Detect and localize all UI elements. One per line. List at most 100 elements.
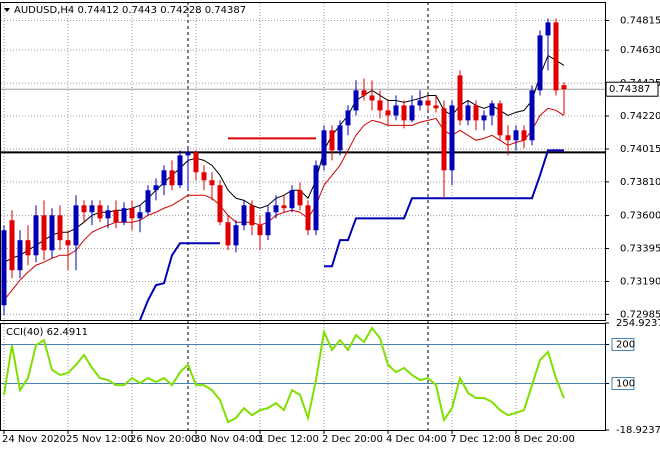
candle-body xyxy=(345,110,351,126)
candle-body xyxy=(289,190,295,209)
y-tick-label: 0.73190 xyxy=(620,276,660,287)
candle-body xyxy=(481,115,487,121)
x-tick-label: 25 Nov 12:00 xyxy=(66,434,133,445)
candle-body xyxy=(425,100,431,106)
low-value: 0.74228 xyxy=(160,5,201,16)
candle-body xyxy=(473,105,479,121)
candle-body xyxy=(233,225,239,246)
candle-body xyxy=(321,130,327,166)
candle-body xyxy=(377,100,383,111)
open-value: 0.74412 xyxy=(77,5,118,16)
x-tick-label: 7 Dec 12:00 xyxy=(450,434,511,445)
candle-body xyxy=(401,105,407,121)
cci-header: CCI(40) 62.4911 xyxy=(6,327,88,338)
x-tick-label: 1 Dec 12:00 xyxy=(258,434,319,445)
candle-body xyxy=(313,165,319,231)
candle-body xyxy=(265,212,271,236)
candle-body xyxy=(25,240,31,256)
candle-body xyxy=(137,212,143,219)
candle-body xyxy=(225,222,231,246)
candle-body xyxy=(185,152,191,156)
candle-body xyxy=(17,240,23,271)
candle-body xyxy=(337,125,343,151)
candle-body xyxy=(553,22,559,91)
candle-body xyxy=(33,215,39,256)
cci-value: 62.4911 xyxy=(47,327,88,338)
candle-body xyxy=(113,210,119,223)
candle-body xyxy=(89,205,95,213)
candle-body xyxy=(513,130,519,141)
candle-body xyxy=(449,105,455,171)
level-label-box xyxy=(611,377,635,391)
cci-line xyxy=(3,326,565,424)
candle-body xyxy=(465,105,471,121)
y-tick-label: 0.74015 xyxy=(620,144,660,155)
x-tick-label: 30 Nov 04:00 xyxy=(194,434,261,445)
candle-body xyxy=(209,180,215,186)
candle-body xyxy=(241,205,247,226)
x-tick-label: 2 Dec 20:00 xyxy=(322,434,383,445)
chart-title: AUDUSD,H4 xyxy=(14,5,74,16)
cci-title: CCI(40) xyxy=(6,327,44,338)
candle-body xyxy=(329,130,335,151)
candle-body xyxy=(105,210,111,219)
candle-body xyxy=(121,208,127,223)
close-value: 0.74387 xyxy=(205,5,246,16)
candle-body xyxy=(273,205,279,213)
candle-body xyxy=(297,190,303,206)
main-frame xyxy=(0,2,606,321)
candle-body xyxy=(177,155,183,186)
candle-body xyxy=(49,215,55,251)
candle-body xyxy=(409,105,415,121)
price-label-box xyxy=(605,81,659,97)
candle-body xyxy=(201,172,207,181)
candle-body xyxy=(457,75,463,121)
y-tick-label: 0.74220 xyxy=(620,111,660,122)
candle-body xyxy=(249,205,255,226)
candle-body xyxy=(65,240,71,246)
y-tick-label: 100 xyxy=(616,379,635,390)
plot-layer xyxy=(1,18,605,424)
candle-body xyxy=(433,105,439,109)
candle-body xyxy=(153,185,159,191)
candle-body xyxy=(545,22,551,36)
chart-header: AUDUSD,H4 0.74412 0.7443 0.74228 0.74387 xyxy=(14,5,246,16)
candle-body xyxy=(57,215,63,241)
x-tick-label: 8 Dec 20:00 xyxy=(514,434,575,445)
candle-body xyxy=(489,103,495,116)
y-tick-label: 200 xyxy=(616,339,635,350)
candle-body xyxy=(73,205,79,246)
candle-body xyxy=(385,110,391,116)
x-tick-label: 24 Nov 2020 xyxy=(2,434,66,445)
candle-body xyxy=(9,220,15,271)
menu-icon[interactable] xyxy=(4,8,10,12)
candle-body xyxy=(537,35,543,91)
candle-body xyxy=(417,100,423,106)
candle-body xyxy=(505,135,511,141)
candle-body xyxy=(521,130,527,141)
high-value: 0.7443 xyxy=(122,5,157,16)
candle-body xyxy=(361,90,367,96)
y-tick-label: 0.73395 xyxy=(620,244,660,255)
candle-body xyxy=(129,208,135,219)
level-label-box xyxy=(611,337,635,351)
x-tick-label: 4 Dec 04:00 xyxy=(386,434,447,445)
x-tick-label: 26 Nov 20:00 xyxy=(130,434,197,445)
candle-body xyxy=(497,103,503,136)
candle-body xyxy=(193,152,199,173)
y-tick-label: 0.74630 xyxy=(620,45,660,56)
candle-body xyxy=(97,205,103,219)
y-tick-label: 0.73810 xyxy=(620,177,660,188)
candle-body xyxy=(393,105,399,116)
candle-body xyxy=(161,170,167,186)
candle-body xyxy=(169,170,175,186)
candle-body xyxy=(41,215,47,251)
candle-body xyxy=(561,85,567,90)
candle-body xyxy=(305,205,311,231)
y-tick-label: 0.74815 xyxy=(620,15,660,26)
candle-body xyxy=(441,108,447,171)
cci-frame xyxy=(0,323,606,431)
